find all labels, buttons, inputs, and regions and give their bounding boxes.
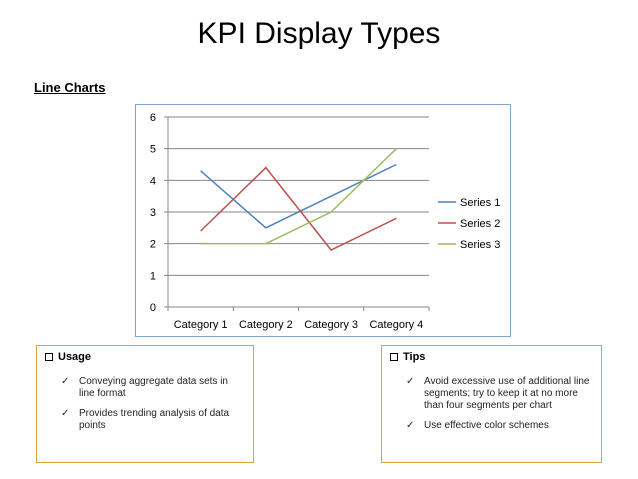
usage-box: Usage ✓ Conveying aggregate data sets in… [36, 345, 254, 463]
list-item: ✓ Conveying aggregate data sets in line … [61, 376, 241, 400]
line-chart: 0 1 2 3 4 5 6 Category 1 Category 2 Category 3 Cat… [135, 104, 511, 337]
legend-label: Series 2 [460, 218, 500, 230]
x-tick-label: Category 3 [304, 319, 358, 331]
checkmark-icon: ✓ [61, 376, 70, 387]
list-item: ✓ Provides trending analysis of data poi… [61, 408, 241, 432]
section-heading: Line Charts [34, 80, 106, 95]
list-item-text: Provides trending analysis of data point… [79, 408, 230, 431]
legend-label: Series 3 [460, 239, 500, 251]
series-line [200, 148, 397, 245]
legend-label: Series 1 [460, 197, 500, 209]
y-tick-label: 6 [150, 112, 156, 124]
x-tick-label: Category 2 [239, 319, 293, 331]
y-tick-label: 4 [150, 175, 156, 187]
checkmark-icon: ✓ [61, 408, 70, 419]
list-item-text: Avoid excessive use of additional line s… [424, 376, 590, 411]
square-bullet-icon [45, 353, 53, 361]
y-tick-label: 1 [150, 270, 156, 282]
tips-box: Tips ✓ Avoid excessive use of additional… [381, 345, 602, 463]
x-tick-label: Category 1 [174, 319, 228, 331]
tips-heading: Tips [390, 351, 425, 363]
tips-list: ✓ Avoid excessive use of additional line… [406, 376, 591, 440]
series-line [200, 163, 397, 229]
slide-title: KPI Display Types [197, 17, 441, 50]
usage-heading-label: Usage [58, 351, 92, 363]
square-bullet-icon [390, 353, 398, 361]
y-tick-label: 3 [150, 207, 156, 219]
list-item-text: Use effective color schemes [424, 420, 549, 431]
y-tick-label: 0 [150, 302, 156, 314]
usage-heading: Usage [45, 351, 91, 363]
usage-list: ✓ Conveying aggregate data sets in line … [61, 376, 241, 440]
tips-heading-label: Tips [403, 351, 426, 363]
checkmark-icon: ✓ [406, 376, 415, 387]
checkmark-icon: ✓ [406, 420, 415, 431]
y-tick-label: 2 [150, 239, 156, 251]
list-item: ✓ Avoid excessive use of additional line… [406, 376, 591, 412]
y-tick-label: 5 [150, 144, 156, 156]
series-line [200, 166, 397, 251]
chart-svg: 0 1 2 3 4 5 6 Category 1 Category 2 Category 3 Cat… [150, 112, 500, 331]
list-item-text: Conveying aggregate data sets in line fo… [79, 376, 228, 399]
list-item: ✓ Use effective color schemes [406, 420, 591, 432]
x-tick-label: Category 4 [369, 319, 423, 331]
